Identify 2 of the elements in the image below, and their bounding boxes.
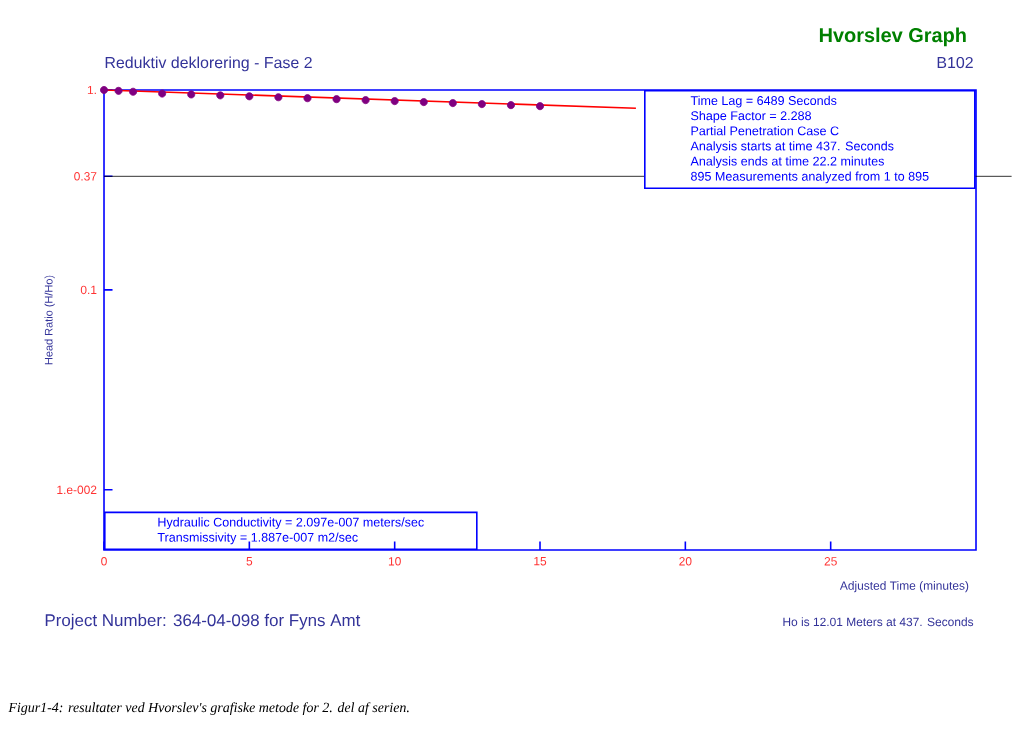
chart-title: Hvorslev Graph (819, 27, 966, 47)
text: Project Number: 364-04-098 for Fyns Amt (45, 613, 361, 630)
